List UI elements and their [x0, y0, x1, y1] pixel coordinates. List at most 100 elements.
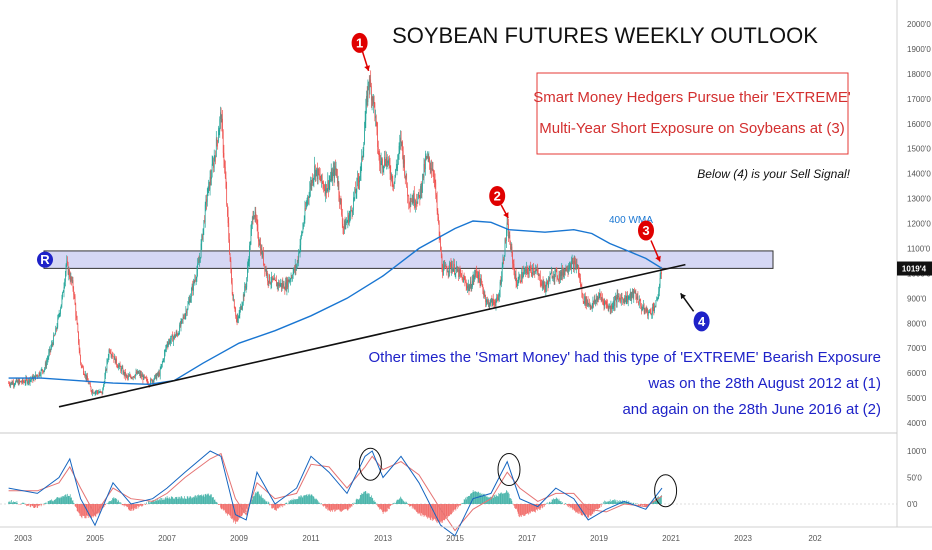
- candle-body: [111, 354, 113, 356]
- candle-body: [397, 159, 399, 167]
- candle-body: [137, 371, 139, 374]
- osc-main-line: [8, 450, 663, 537]
- candle-body: [652, 306, 653, 314]
- candle-body: [471, 286, 473, 289]
- candle-body: [10, 383, 12, 386]
- candle-body: [186, 309, 188, 314]
- candle-body: [76, 315, 77, 318]
- candle-body: [148, 384, 150, 386]
- candle-body: [27, 381, 29, 384]
- candle-body: [656, 299, 657, 301]
- candle-body: [369, 79, 371, 88]
- candle-body: [236, 316, 237, 318]
- candle-body: [476, 271, 477, 274]
- candle-body: [436, 197, 438, 211]
- candle-body: [157, 372, 158, 376]
- candle-body: [312, 178, 313, 183]
- candle-body: [281, 283, 283, 288]
- candle-body: [178, 333, 180, 335]
- candle-body: [613, 300, 615, 306]
- candle-body: [607, 304, 608, 308]
- candle-body: [511, 246, 513, 253]
- candle-body: [173, 334, 175, 338]
- candle-body: [633, 290, 635, 298]
- candle-body: [546, 282, 547, 287]
- candle-body: [453, 264, 455, 269]
- candle-body: [269, 282, 271, 284]
- candle-body: [449, 262, 450, 271]
- candle-body: [310, 183, 311, 190]
- candle-body: [29, 378, 30, 383]
- candle-body: [130, 375, 131, 377]
- candle-body: [557, 277, 558, 279]
- candle-body: [39, 372, 41, 375]
- candle-body: [478, 272, 480, 280]
- candle-body: [197, 263, 198, 271]
- candle-body: [16, 379, 18, 383]
- candle-body: [488, 301, 490, 307]
- candle-body: [481, 283, 483, 286]
- candle-body: [298, 252, 300, 261]
- candle-body: [141, 375, 143, 377]
- candle-body: [371, 96, 373, 101]
- candle-body: [487, 300, 489, 302]
- candle-body: [185, 310, 187, 315]
- candle-body: [452, 266, 453, 272]
- candle-body: [658, 291, 660, 298]
- candle-body: [458, 269, 460, 277]
- candle-body: [377, 129, 378, 147]
- candle-body: [71, 276, 72, 282]
- candle-body: [44, 363, 46, 369]
- candle-body: [535, 270, 536, 273]
- candle-body: [557, 278, 559, 280]
- candle-body: [260, 248, 262, 254]
- candle-body: [65, 272, 66, 282]
- candle-body: [77, 324, 79, 332]
- candle-body: [100, 391, 102, 392]
- candle-body: [567, 270, 569, 272]
- candle-body: [24, 382, 26, 384]
- marker-2-label: 2: [494, 188, 501, 203]
- candle-body: [618, 296, 620, 299]
- marker-3: [638, 220, 654, 241]
- candle-body: [356, 180, 358, 193]
- candle-body: [299, 252, 300, 254]
- candle-body: [376, 121, 378, 130]
- candle-body: [200, 243, 202, 258]
- candle-body: [46, 361, 48, 367]
- candle-body: [638, 302, 639, 305]
- candle-body: [250, 231, 252, 245]
- candle-body: [593, 301, 594, 304]
- candle-body: [299, 245, 301, 253]
- candle-body: [441, 255, 443, 270]
- candle-body: [609, 305, 611, 310]
- candle-body: [451, 266, 453, 270]
- candle-body: [139, 372, 140, 374]
- marker-2: [489, 185, 506, 206]
- candle-body: [603, 301, 605, 306]
- candle-body: [623, 299, 624, 301]
- candle-body: [546, 282, 548, 284]
- candle-body: [539, 274, 540, 276]
- candle-body: [366, 95, 367, 106]
- candle-body: [175, 332, 177, 336]
- candle-body: [230, 260, 232, 269]
- candle-body: [605, 301, 606, 303]
- candle-body: [579, 275, 581, 279]
- candle-body: [554, 271, 556, 279]
- candle-body: [497, 296, 498, 298]
- candle-body: [407, 195, 409, 197]
- candle-body: [240, 306, 242, 310]
- candle-body: [14, 384, 16, 386]
- current-price-label: 1019'4: [902, 265, 927, 274]
- candle-body: [632, 291, 634, 298]
- candle-body: [349, 213, 351, 217]
- candle-body: [272, 278, 274, 280]
- candle-body: [510, 246, 512, 250]
- candle-body: [353, 197, 355, 199]
- candle-body: [368, 82, 370, 88]
- candle-body: [290, 279, 291, 281]
- candle-body: [98, 392, 100, 394]
- candle-body: [133, 376, 135, 378]
- candle-body: [438, 222, 440, 236]
